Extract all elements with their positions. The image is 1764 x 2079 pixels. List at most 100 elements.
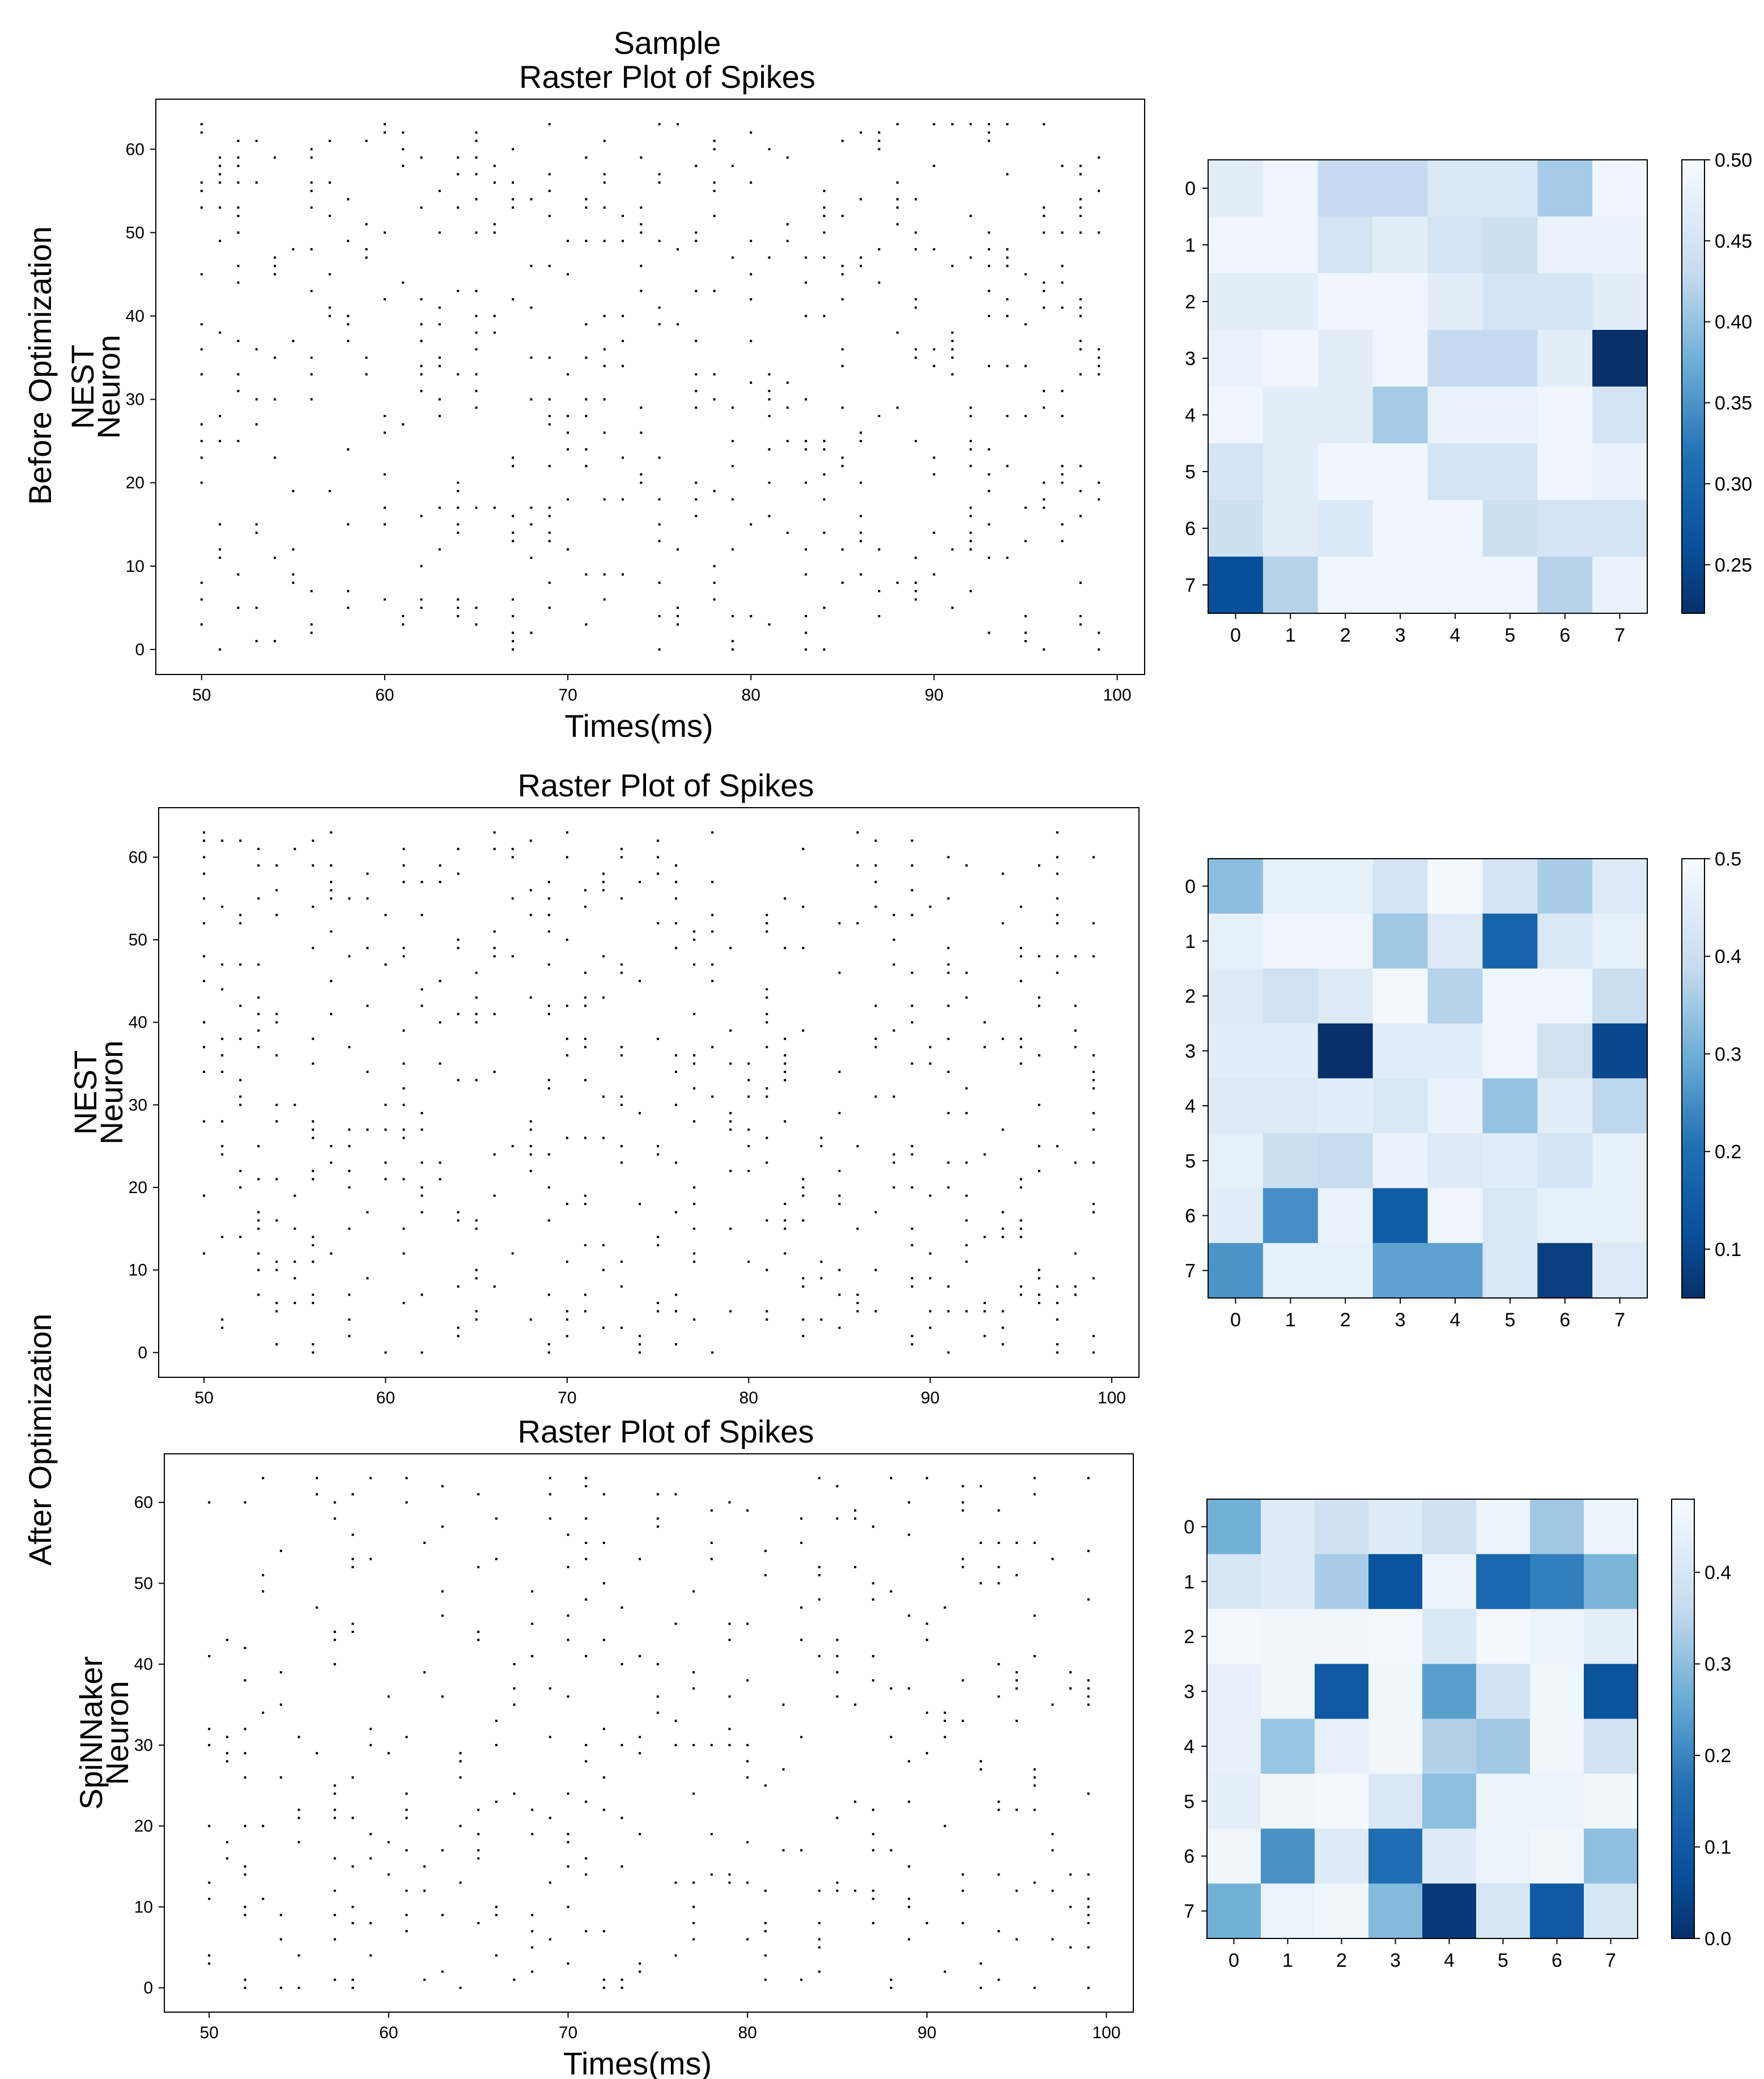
- spike: [911, 1021, 913, 1024]
- spike: [221, 1120, 224, 1123]
- chart-suptitle: Sample: [614, 25, 721, 61]
- spike: [874, 1095, 877, 1098]
- spike: [475, 131, 478, 134]
- spike: [860, 198, 862, 201]
- spike: [1015, 1687, 1018, 1690]
- spike: [351, 1865, 354, 1868]
- spike: [656, 1517, 659, 1520]
- spike: [1033, 1476, 1036, 1479]
- spike: [1019, 1046, 1022, 1049]
- spike: [585, 1857, 588, 1860]
- spike: [547, 1153, 550, 1156]
- spike: [239, 839, 242, 842]
- spike: [1056, 1343, 1059, 1346]
- y-tick-label: 40: [129, 1013, 147, 1032]
- spike: [274, 456, 277, 459]
- spike: [292, 340, 295, 342]
- spike: [275, 1343, 278, 1346]
- spike: [640, 290, 643, 292]
- x-tick-label: 60: [379, 2023, 398, 2042]
- spike: [872, 1525, 874, 1528]
- heatmap-cell: [1208, 500, 1264, 557]
- spike: [970, 506, 972, 509]
- spike: [275, 1268, 278, 1271]
- heatmap-x-tick-label: 1: [1282, 1950, 1293, 1971]
- spike: [1092, 1071, 1095, 1074]
- spike: [420, 323, 423, 326]
- heatmap-cell: [1427, 273, 1483, 330]
- spike: [1001, 1236, 1004, 1238]
- spike: [695, 290, 698, 292]
- spike: [729, 1128, 732, 1131]
- spike: [1043, 281, 1045, 284]
- spike: [547, 1351, 550, 1354]
- spike: [512, 465, 515, 468]
- spike: [802, 905, 805, 908]
- spike: [219, 548, 222, 551]
- spike: [872, 1679, 874, 1682]
- heatmap-cell: [1584, 1773, 1638, 1829]
- spike: [548, 506, 551, 509]
- spike: [925, 1921, 928, 1924]
- spike: [750, 523, 753, 526]
- spike: [802, 847, 805, 850]
- spike: [764, 1921, 767, 1924]
- spike: [620, 1054, 623, 1057]
- y-tick-label: 30: [129, 1096, 147, 1114]
- spike: [387, 1752, 390, 1755]
- spike: [1024, 506, 1027, 509]
- spike: [239, 1236, 242, 1238]
- heatmap-cell: [1422, 1664, 1477, 1719]
- heatmap-cell: [1317, 1243, 1374, 1299]
- heatmap-cell: [1263, 330, 1319, 387]
- spike: [620, 1663, 623, 1666]
- spike: [310, 373, 313, 376]
- spike: [316, 1493, 318, 1496]
- spike: [890, 1590, 892, 1593]
- spike: [908, 1865, 911, 1868]
- heatmap-cell: [1592, 1133, 1648, 1189]
- spike: [766, 922, 768, 924]
- spike: [495, 1913, 498, 1916]
- spike: [800, 1606, 803, 1609]
- spike: [841, 582, 844, 584]
- spike: [1024, 540, 1027, 542]
- spike: [856, 864, 859, 867]
- spike: [1087, 1695, 1090, 1698]
- spike: [750, 615, 753, 618]
- spike: [328, 181, 331, 184]
- heatmap-x-tick-label: 0: [1229, 1950, 1239, 1971]
- spike: [549, 1736, 551, 1738]
- x-tick-label: 60: [376, 1389, 395, 1407]
- spike: [674, 1622, 677, 1625]
- heatmap-y-tick-label: 6: [1185, 518, 1196, 540]
- spike: [312, 1343, 314, 1346]
- spike: [657, 1244, 660, 1246]
- spike: [200, 423, 203, 426]
- spike: [1074, 1293, 1077, 1296]
- spike: [1092, 1211, 1095, 1214]
- colorbar: [1671, 1499, 1695, 1939]
- spike: [312, 1351, 314, 1354]
- spike: [239, 1169, 242, 1172]
- spike: [1038, 864, 1040, 867]
- spike: [549, 1817, 551, 1819]
- spike: [603, 173, 606, 176]
- spike: [695, 481, 698, 484]
- spike: [493, 231, 496, 234]
- chart-title: Raster Plot of Spikes: [519, 59, 815, 95]
- heatmap-cell: [1263, 859, 1319, 914]
- spike: [402, 1029, 405, 1032]
- heatmap-cell: [1482, 160, 1538, 217]
- spike: [208, 1654, 211, 1657]
- spike: [475, 1079, 478, 1081]
- heatmap-cell: [1315, 1554, 1369, 1610]
- spike: [441, 1485, 444, 1488]
- spike: [784, 897, 787, 900]
- heatmap-cell: [1482, 557, 1538, 614]
- spike: [676, 248, 679, 251]
- spike: [675, 1343, 678, 1346]
- spike: [1019, 1037, 1022, 1040]
- spike: [312, 839, 314, 842]
- spike: [841, 139, 844, 142]
